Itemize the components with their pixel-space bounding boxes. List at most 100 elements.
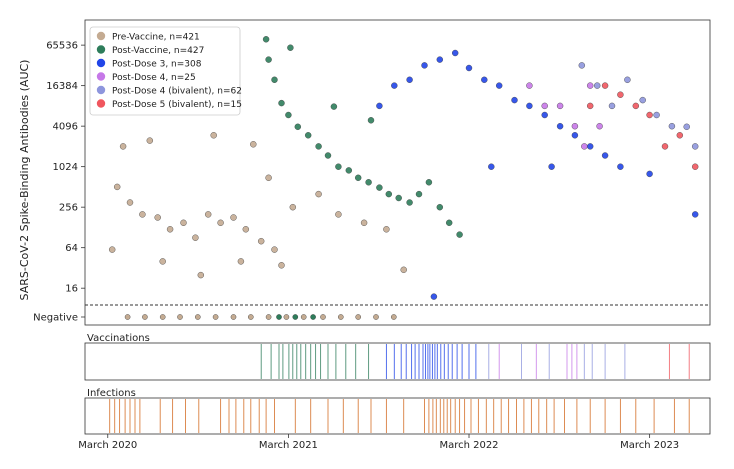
data-point [278,262,285,269]
data-point [452,49,459,57]
data-point [154,214,161,221]
legend-marker [96,45,106,54]
y-tick-label: 256 [59,203,78,214]
data-point [465,64,473,72]
data-point-negative [276,314,282,320]
data-point [330,103,338,110]
data-point [376,184,383,191]
data-point [315,190,322,198]
data-point [692,211,699,218]
vaccination-event-lines [260,344,690,379]
data-point [676,132,683,139]
data-point [683,123,690,131]
data-point [415,190,423,198]
data-point [511,96,518,104]
data-point [305,132,312,139]
data-point-negative [212,314,219,320]
data-point [258,237,265,245]
data-point [210,132,217,139]
data-point [395,194,402,202]
data-point [385,190,392,198]
y-tick-negative: Negative [33,313,78,324]
data-point [180,219,187,227]
data-point [526,102,533,110]
legend-label: Post-Dose 3, n=308 [112,59,202,69]
data-point [400,266,407,273]
legend-marker [96,72,106,81]
y-tick-label: 4096 [53,122,78,133]
infection-event-lines [109,399,690,433]
data-point-negative [142,314,148,320]
data-point [624,76,631,84]
data-point [526,82,533,89]
data-point [594,82,601,89]
data-point [596,122,603,130]
x-tick-label: March 2023 [620,440,679,451]
y-axis-ticks: 16 64 256 1024 4096 16384 65536 [46,41,85,318]
data-point-negative [283,314,290,320]
data-point [278,99,285,107]
data-point-negative [300,314,307,320]
legend-marker [96,99,106,108]
data-point [581,143,588,150]
x-tick-label: March 2022 [439,440,498,451]
data-point [265,56,272,63]
data-point [488,163,495,170]
legend-marker [96,31,106,41]
data-point [632,102,639,110]
legend-label: Post-Vaccine, n=427 [112,46,204,56]
data-point [108,246,116,253]
data-point [367,117,375,124]
data-point [335,211,342,218]
data-point [653,111,660,119]
y-tick-label: 16 [65,284,78,295]
data-point [608,102,616,110]
legend-label: Pre-Vaccine, n=421 [112,32,200,42]
data-point [601,82,609,89]
data-point-negative [373,314,379,320]
data-point-negative [337,314,344,320]
data-point [541,102,548,110]
data-point-negative [230,314,237,320]
y-tick-label: 16384 [46,81,78,92]
data-point [217,219,224,227]
y-tick-label: 64 [65,243,78,254]
legend-label: Post-Dose 4, n=25 [112,73,196,83]
x-tick-label: March 2020 [78,440,137,451]
data-point [289,203,296,211]
data-point [456,231,463,238]
data-point [126,199,134,206]
data-point [345,167,352,174]
x-tick-label: March 2021 [259,440,318,451]
data-point [436,56,443,63]
data-point-negative [355,314,362,320]
vaccinations-panel-title: Vaccinations [87,333,150,344]
vaccinations-plot-area [84,342,711,381]
data-point [365,179,372,186]
data-point [496,82,503,89]
data-point [391,82,398,89]
y-tick-label: 1024 [53,162,78,173]
data-point-negative [247,314,254,320]
data-point [294,123,301,131]
data-point [204,211,212,218]
vaccinations-panel: Vaccinations [84,333,711,381]
data-point [571,132,579,139]
data-point [262,36,270,43]
data-point [406,76,413,84]
data-point [668,122,676,130]
data-point [166,226,174,233]
data-point-negative [124,314,131,320]
scatter-panel: SARS-CoV-2 Spike-Binding Antibodies (AUC… [18,19,711,326]
data-point [556,122,564,130]
data-point [113,183,121,191]
data-point-negative [194,314,201,320]
data-point [146,137,154,144]
infections-plot-area [84,397,711,435]
y-axis-label: SARS-CoV-2 Spike-Binding Antibodies (AUC… [18,60,31,301]
data-point [587,102,594,110]
legend-box [89,26,241,116]
data-point [692,143,699,150]
data-point-negative [265,314,272,320]
